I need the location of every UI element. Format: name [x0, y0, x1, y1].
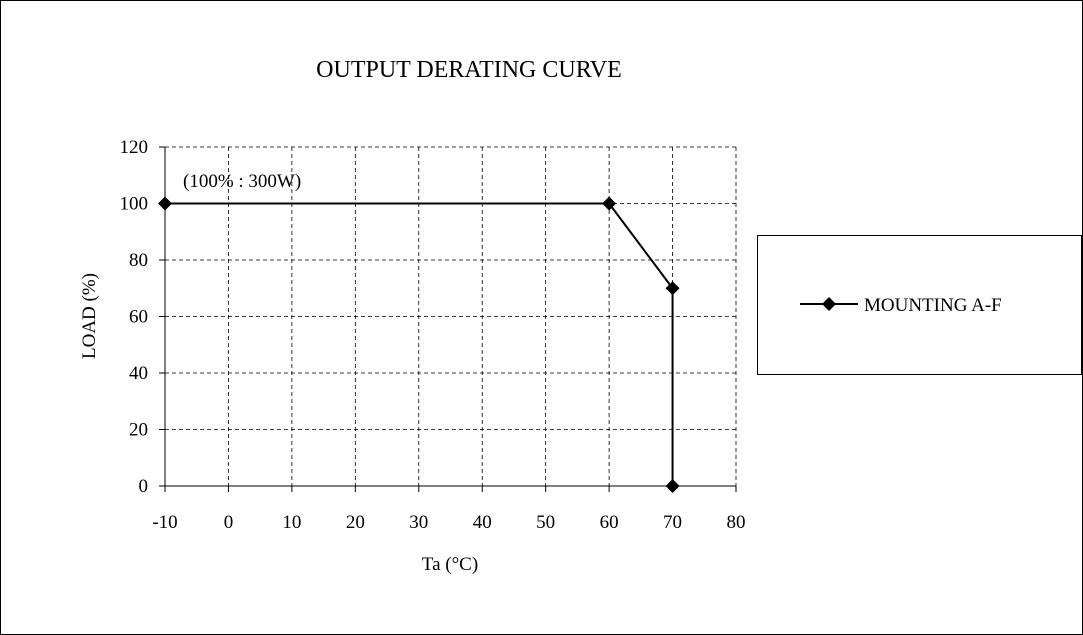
x-tick-label: 20 — [346, 512, 365, 533]
x-tick-label: 80 — [727, 512, 746, 533]
legend-label: MOUNTING A-F — [864, 295, 1002, 316]
y-axis-label: LOAD (%) — [79, 273, 100, 359]
y-tick-label: 0 — [139, 476, 149, 497]
data-point-diamond — [665, 281, 680, 296]
x-tick-label: -10 — [152, 512, 177, 533]
x-tick-label: 40 — [473, 512, 492, 533]
x-tick-label: 60 — [600, 512, 619, 533]
y-tick-label: 60 — [129, 307, 148, 328]
y-tick-label: 100 — [120, 194, 149, 215]
data-point-diamond — [602, 196, 617, 211]
series-line — [165, 202, 674, 486]
x-tick-label: 50 — [536, 512, 555, 533]
y-tick-label: 80 — [129, 250, 148, 271]
x-tick-label: 30 — [409, 512, 428, 533]
data-point-diamond — [665, 479, 680, 493]
x-tick-labels: -10 0 10 20 30 40 50 60 70 80 — [152, 512, 745, 533]
y-tick-labels: 0 20 40 60 80 100 120 — [120, 137, 149, 497]
data-point-diamond — [158, 196, 172, 211]
capacity-annotation: (100% : 300W) — [183, 171, 301, 192]
x-tick-label: 0 — [224, 512, 234, 533]
legend: MOUNTING A-F — [757, 235, 1082, 375]
y-tick-label: 40 — [129, 363, 148, 384]
x-tick-label: 70 — [663, 512, 682, 533]
y-tick-label: 20 — [129, 420, 148, 441]
chart-title: OUTPUT DERATING CURVE — [316, 57, 622, 83]
x-tick-label: 10 — [282, 512, 301, 533]
x-axis-label: Ta (°C) — [422, 554, 478, 575]
y-tick-label: 120 — [120, 137, 149, 158]
legend-diamond-icon — [822, 297, 836, 311]
series-layer — [158, 196, 680, 493]
